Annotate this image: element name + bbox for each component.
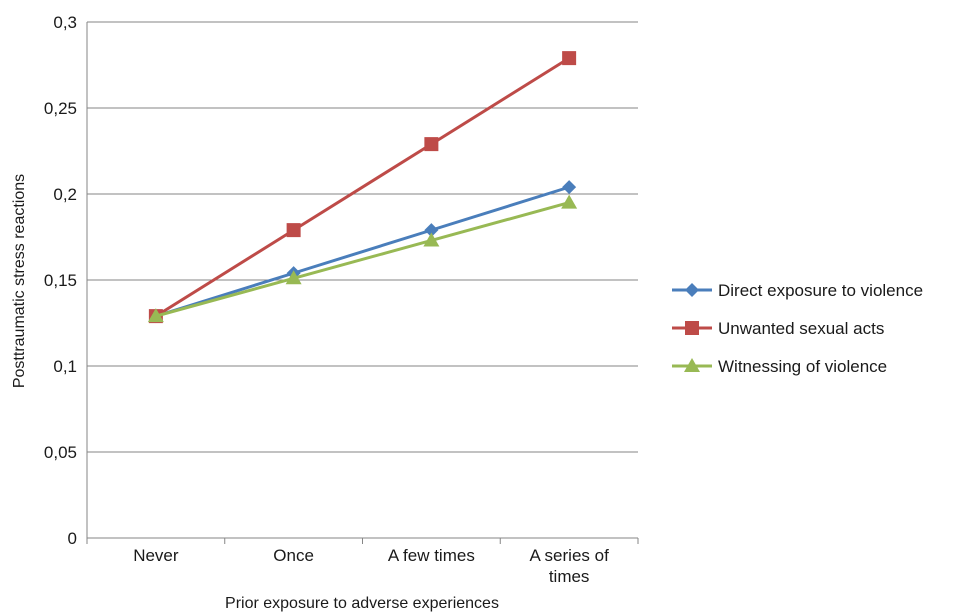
x-tick-label: Once	[273, 546, 314, 565]
series-line	[155, 56, 570, 318]
data-point	[147, 308, 164, 323]
legend-marker	[684, 358, 700, 372]
data-point	[562, 180, 577, 195]
data-point	[424, 223, 439, 238]
y-tick-label: 0,1	[53, 357, 77, 376]
series-triangle	[147, 194, 578, 323]
data-point	[423, 232, 440, 247]
data-point	[561, 194, 578, 209]
x-tick-label: A few times	[388, 546, 475, 565]
x-tick-label: A series of times	[529, 546, 609, 586]
data-point	[424, 137, 439, 152]
data-point	[562, 51, 577, 66]
legend-marker	[685, 283, 699, 297]
x-axis-ticks: Never Once A few times A series of times	[86, 538, 639, 586]
series-square	[148, 51, 577, 324]
legend-label: Direct exposure to violence	[718, 281, 923, 300]
legend-label: Unwanted sexual acts	[718, 319, 884, 338]
y-tick-label: 0,05	[44, 443, 77, 462]
y-tick-label: 0,3	[53, 13, 77, 32]
x-tick-label: Never	[133, 546, 179, 565]
legend-item: Direct exposure to violence	[672, 281, 923, 300]
legend-item: Unwanted sexual acts	[672, 319, 884, 338]
gridlines	[87, 21, 638, 453]
y-tick-label: 0	[68, 529, 77, 548]
y-axis-ticks: 0 0,05 0,1 0,15 0,2 0,25 0,3	[44, 13, 77, 548]
series-line	[155, 185, 570, 318]
y-tick-label: 0,2	[53, 185, 77, 204]
legend-item: Witnessing of violence	[672, 357, 887, 376]
legend: Direct exposure to violence Unwanted sexu…	[672, 281, 923, 376]
y-axis-title: Posttraumatic stress reactions	[11, 174, 28, 388]
series-group	[147, 51, 578, 324]
y-tick-label: 0,25	[44, 99, 77, 118]
series-line	[155, 201, 570, 318]
data-point	[285, 270, 302, 285]
legend-label: Witnessing of violence	[718, 357, 887, 376]
x-axis-title: Prior exposure to adverse experiences	[225, 595, 499, 612]
y-tick-label: 0,15	[44, 271, 77, 290]
data-point	[286, 223, 301, 238]
legend-marker	[685, 321, 699, 335]
